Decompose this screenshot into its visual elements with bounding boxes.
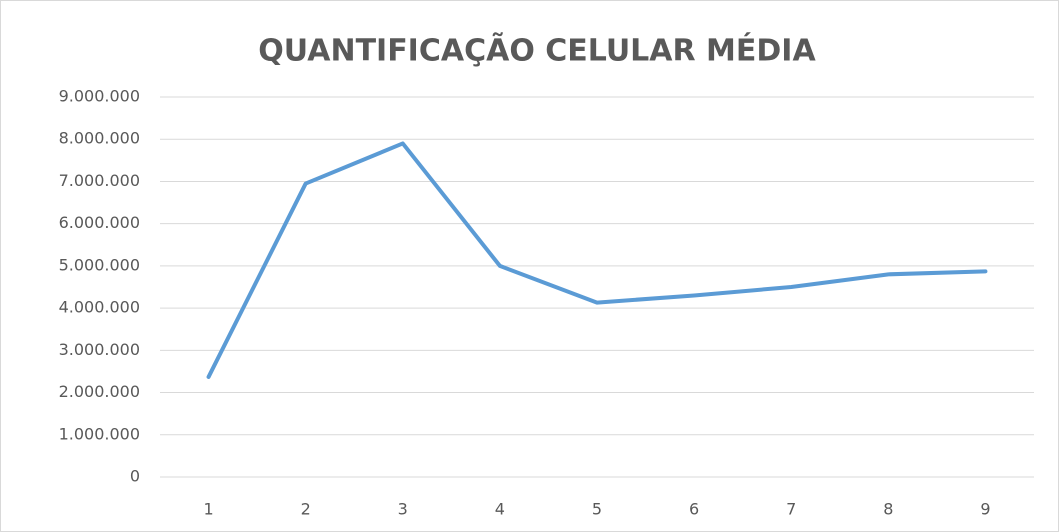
y-tick-label: 0 — [130, 467, 140, 486]
x-tick-label: 4 — [495, 500, 505, 519]
y-tick-label: 8.000.000 — [59, 129, 140, 148]
x-tick-label: 5 — [592, 500, 602, 519]
y-tick-label: 4.000.000 — [59, 298, 140, 317]
y-tick-label: 5.000.000 — [59, 255, 140, 274]
x-tick-label: 9 — [980, 500, 990, 519]
x-tick-label: 7 — [786, 500, 796, 519]
x-tick-label: 2 — [301, 500, 311, 519]
y-tick-label: 6.000.000 — [59, 213, 140, 232]
x-tick-label: 6 — [689, 500, 699, 519]
y-tick-label: 3.000.000 — [59, 340, 140, 359]
y-tick-label: 7.000.000 — [59, 171, 140, 190]
chart-title: QUANTIFICAÇÃO CELULAR MÉDIA — [258, 32, 816, 69]
x-tick-label: 1 — [203, 500, 213, 519]
y-tick-label: 9.000.000 — [59, 87, 140, 106]
line-series — [206, 141, 988, 379]
y-tick-label: 1.000.000 — [59, 424, 140, 443]
x-tick-label: 8 — [883, 500, 893, 519]
y-tick-label: 2.000.000 — [59, 382, 140, 401]
x-tick-label: 3 — [398, 500, 408, 519]
